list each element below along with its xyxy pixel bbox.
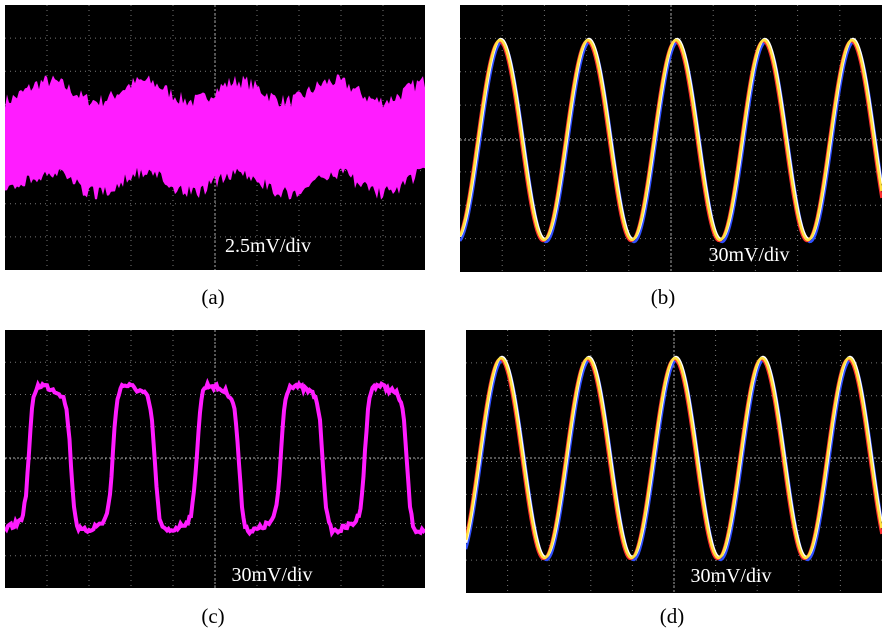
caption: (c) bbox=[201, 604, 224, 628]
screen bbox=[466, 330, 882, 593]
panel-b bbox=[460, 5, 882, 272]
screen-background bbox=[466, 330, 882, 593]
scale-label: 2.5mV/div bbox=[225, 235, 311, 257]
panel-a bbox=[5, 5, 425, 270]
scale-label: 30mV/div bbox=[708, 244, 789, 266]
figure: 2.5mV/div 30mV/div 30mV/div 30mV/div (a)… bbox=[0, 0, 886, 634]
scale-label: 30mV/div bbox=[231, 564, 312, 586]
scale-label: 30mV/div bbox=[690, 565, 771, 587]
caption: (b) bbox=[651, 285, 676, 309]
screen bbox=[5, 330, 425, 588]
screen bbox=[5, 5, 425, 270]
panel-c bbox=[5, 330, 425, 588]
screen bbox=[460, 5, 882, 272]
caption: (d) bbox=[660, 604, 685, 628]
panel-d bbox=[466, 330, 882, 593]
caption: (a) bbox=[201, 285, 224, 309]
